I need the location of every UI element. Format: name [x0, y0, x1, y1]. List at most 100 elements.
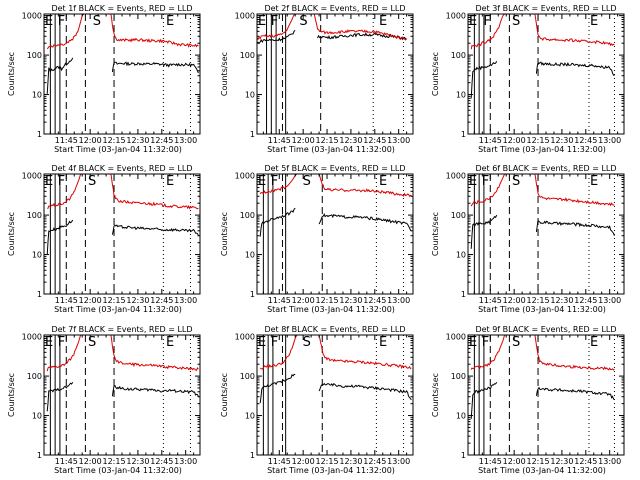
x-tick-label: 12:45 [150, 457, 173, 466]
x-tick-label: 12:00 [503, 296, 526, 305]
x-tick-label: 11:45 [55, 457, 78, 466]
y-tick-label: 10 [32, 91, 42, 100]
zone-label: F [58, 14, 65, 29]
detector-panel-1: Det 1f BLACK = Events, RED = LLD 1 10 100 10… [7, 4, 201, 154]
x-tick-label: 12:15 [103, 457, 126, 466]
y-tick-label: 1000 [22, 12, 42, 21]
zone-label: E [45, 14, 53, 29]
zone-label: E [469, 335, 477, 350]
lld-series-line [257, 14, 296, 41]
x-tick-label: 12:00 [79, 136, 102, 145]
plot-frame [467, 173, 625, 295]
panel-title: Det 3f BLACK = Events, RED = LLD [475, 4, 616, 13]
x-tick-label: 12:30 [339, 457, 362, 466]
plot-frame [43, 13, 201, 135]
x-axis-label: Start Time (03-Jan-04 11:32:00) [267, 145, 395, 154]
x-tick-label: 12:00 [292, 457, 315, 466]
detector-panel-8: Det 8f BLACK = Events, RED = LLD 1 10 100 10… [220, 325, 414, 475]
zone-label: E [258, 174, 266, 189]
panel-title: Det 5f BLACK = Events, RED = LLD [264, 164, 405, 173]
x-tick-label: 12:15 [527, 296, 550, 305]
zone-label: S [303, 335, 311, 350]
zone-label: S [512, 14, 520, 29]
zone-label: E [258, 335, 266, 350]
x-tick-label: 12:15 [316, 457, 339, 466]
x-axis-label: Start Time (03-Jan-04 11:32:00) [54, 466, 182, 475]
zone-label: E [469, 14, 477, 29]
zone-label: E [469, 174, 477, 189]
lld-series-line [534, 335, 615, 371]
y-tick-label: 100 [240, 211, 255, 220]
lld-series-line [470, 174, 506, 207]
lld-series-line [110, 14, 199, 48]
zone-label: F [58, 335, 65, 350]
zone-label: E [166, 14, 174, 29]
zone-label: E [166, 335, 174, 350]
zone-label: F [271, 335, 278, 350]
plot-frame [256, 334, 414, 456]
events-series-line [46, 219, 74, 256]
events-series-line [259, 207, 296, 237]
x-tick-label: 11:45 [268, 296, 291, 305]
y-tick-label: 10 [32, 251, 42, 260]
x-tick-label: 13:00 [598, 136, 621, 145]
plot-frame [256, 173, 414, 295]
events-series-line [259, 373, 296, 403]
lld-series-line [534, 14, 615, 47]
plot-frame [43, 173, 201, 295]
x-tick-label: 13:00 [598, 457, 621, 466]
x-tick-label: 12:15 [316, 296, 339, 305]
lld-series-line [46, 335, 82, 372]
y-tick-label: 1000 [446, 172, 466, 181]
events-series-line [470, 214, 498, 249]
x-tick-label: 11:45 [268, 457, 291, 466]
lld-series-line [470, 14, 505, 50]
x-tick-label: 13:00 [174, 457, 197, 466]
y-tick-label: 100 [27, 372, 42, 381]
zone-label: F [58, 174, 65, 189]
y-tick-label: 1 [37, 451, 42, 460]
x-tick-label: 12:00 [292, 296, 315, 305]
plot-frame [256, 13, 414, 135]
events-series-line [318, 212, 412, 232]
x-tick-label: 12:45 [363, 296, 386, 305]
y-tick-label: 10 [245, 91, 255, 100]
x-axis-label: Start Time (03-Jan-04 11:32:00) [478, 466, 606, 475]
panel-title: Det 9f BLACK = Events, RED = LLD [475, 325, 616, 334]
y-axis-label: Counts/sec [431, 212, 440, 256]
lld-series-line [259, 174, 298, 195]
x-tick-label: 12:30 [339, 296, 362, 305]
zone-label: F [271, 174, 278, 189]
x-tick-label: 11:45 [479, 136, 502, 145]
zone-label: S [303, 174, 311, 189]
y-tick-label: 1000 [235, 172, 255, 181]
lld-series-line [47, 174, 82, 209]
y-tick-label: 1000 [235, 12, 255, 21]
lld-series-line [313, 14, 407, 41]
zone-label: E [590, 174, 598, 189]
x-tick-label: 13:00 [598, 296, 621, 305]
events-series-line [257, 30, 296, 45]
zone-label: F [271, 14, 278, 29]
zone-label: S [512, 174, 520, 189]
y-tick-label: 10 [245, 251, 255, 260]
events-series-line [46, 57, 74, 94]
y-tick-label: 1 [37, 130, 42, 139]
y-tick-label: 100 [27, 211, 42, 220]
plot-frame [43, 334, 201, 456]
x-tick-label: 12:00 [503, 136, 526, 145]
x-tick-label: 13:00 [387, 296, 410, 305]
x-tick-label: 12:30 [550, 136, 573, 145]
x-tick-label: 12:15 [103, 136, 126, 145]
y-tick-label: 1 [250, 130, 255, 139]
y-tick-label: 1000 [446, 12, 466, 21]
x-axis-label: Start Time (03-Jan-04 11:32:00) [478, 305, 606, 314]
x-tick-label: 12:15 [527, 136, 550, 145]
panel-title: Det 4f BLACK = Events, RED = LLD [51, 164, 192, 173]
x-tick-label: 12:30 [126, 457, 149, 466]
x-tick-label: 12:45 [574, 296, 597, 305]
y-tick-label: 1 [37, 290, 42, 299]
x-tick-label: 12:45 [150, 136, 173, 145]
zone-label: F [482, 335, 489, 350]
x-tick-label: 11:45 [55, 296, 78, 305]
